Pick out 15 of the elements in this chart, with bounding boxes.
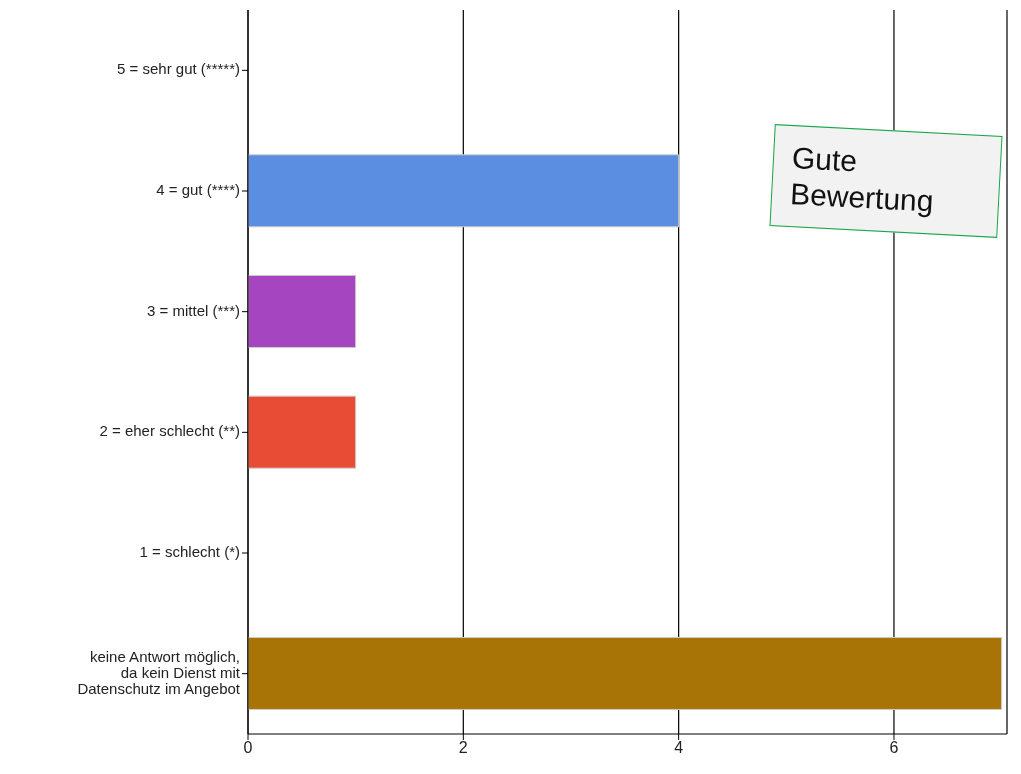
x-tick-label: 4 — [674, 739, 684, 757]
bar — [248, 395, 357, 469]
x-tick-label: 6 — [889, 739, 899, 757]
y-tick-label: 3 = mittel (***) — [147, 301, 240, 319]
annotation: Gute Bewertung — [769, 124, 1003, 238]
x-tick-label: 0 — [243, 739, 253, 757]
y-tick-label: keine Antwort möglich, da kein Dienst mit Datenschutz im Angebot — [77, 647, 241, 697]
bar — [248, 154, 680, 228]
bar — [248, 636, 1003, 710]
y-tick-label: 1 = schlecht (*) — [139, 542, 240, 560]
y-tick-label: 4 = gut (****) — [156, 180, 240, 198]
x-tick-label: 2 — [458, 739, 468, 757]
y-tick-label: 5 = sehr gut (*****) — [117, 60, 240, 78]
bar — [248, 274, 357, 348]
y-tick-label: 2 = eher schlecht (**) — [99, 422, 240, 440]
